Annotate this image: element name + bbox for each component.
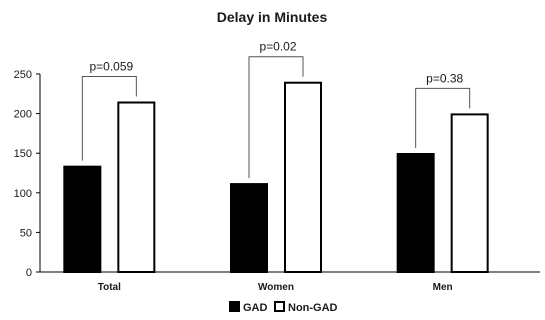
legend: GAD Non-GAD <box>229 301 338 314</box>
x-axis: Total Women Men <box>40 271 540 293</box>
x-tick-label: Men <box>433 282 453 293</box>
p-value-label: p=0.02 <box>259 40 296 54</box>
y-axis: 0 50 100 150 200 250 <box>14 69 41 279</box>
y-tick-label: 150 <box>14 148 32 160</box>
p-value-label: p=0.059 <box>89 60 133 74</box>
y-tick-label: 100 <box>14 188 32 200</box>
legend-label-non-gad: Non-GAD <box>288 302 338 314</box>
y-tick-label: 0 <box>26 267 32 279</box>
p-value-annotations: p=0.059 p=0.02 p=0.38 <box>81 40 471 179</box>
bars <box>63 81 489 274</box>
chart-title: Delay in Minutes <box>217 9 328 25</box>
y-tick-label: 50 <box>20 227 32 239</box>
significance-bracket <box>81 76 137 161</box>
bar-gad-men <box>396 152 435 274</box>
legend-swatch-non-gad <box>274 301 285 312</box>
bar-non-gad-total <box>117 101 156 274</box>
significance-bracket <box>248 56 304 179</box>
bar-gad-women <box>230 183 268 273</box>
legend-label-gad: GAD <box>243 302 268 314</box>
bar-non-gad-women <box>284 81 322 273</box>
significance-bracket <box>415 87 471 148</box>
x-tick-label: Total <box>98 282 121 293</box>
p-value-label: p=0.38 <box>426 71 463 85</box>
bar-non-gad-men <box>450 113 489 273</box>
bar-gad-total <box>63 165 102 273</box>
x-tick-label: Women <box>258 282 294 293</box>
y-tick-label: 250 <box>14 69 32 81</box>
legend-swatch-gad <box>229 301 240 312</box>
y-tick-label: 200 <box>14 109 32 121</box>
